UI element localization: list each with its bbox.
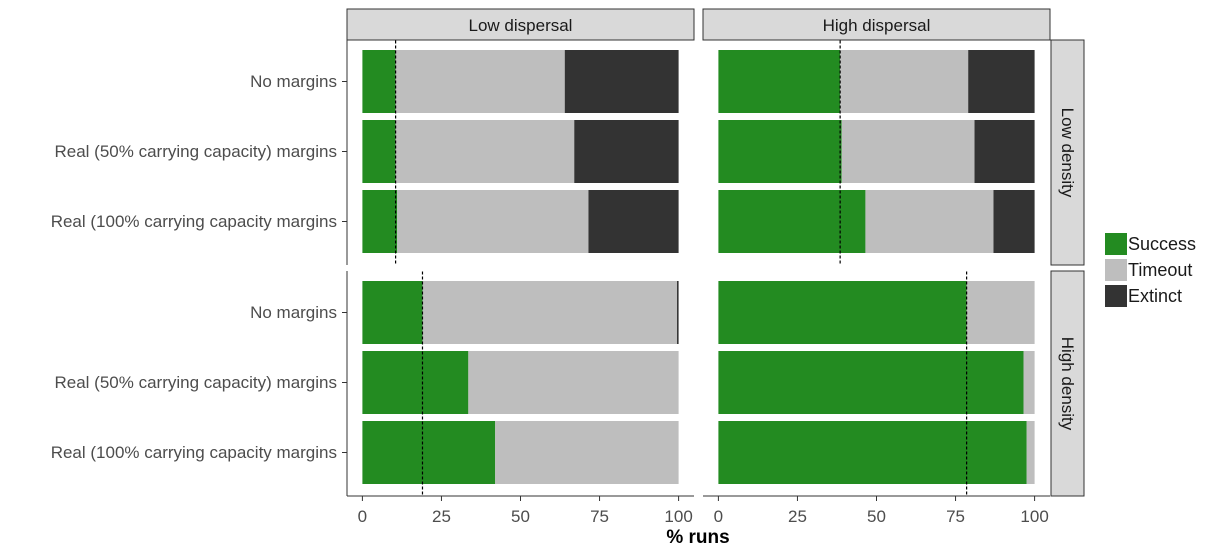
bar-timeout-no-margins — [840, 50, 969, 113]
x-tick-label: 0 — [714, 507, 723, 526]
bar-timeout-real-100-carrying-capacity-margins — [397, 190, 589, 253]
bar-success-real-50-carrying-capacity-margins — [362, 120, 396, 183]
panel-high-dispersal-high-density — [718, 271, 1035, 496]
bar-timeout-real-100-carrying-capacity-margins — [1026, 421, 1035, 484]
facet-panels — [362, 40, 1035, 496]
legend: Success Timeout Extinct — [1105, 233, 1196, 307]
strip-row-high-density: High density — [1058, 337, 1077, 431]
bar-timeout-real-50-carrying-capacity-margins — [395, 120, 575, 183]
strip-col-low-dispersal-bg — [346, 8, 695, 41]
bar-timeout-no-margins — [966, 281, 1035, 344]
x-tick-label: 25 — [788, 507, 807, 526]
bar-success-real-50-carrying-capacity-margins — [718, 351, 1024, 414]
legend-label-success: Success — [1128, 234, 1196, 254]
strip-row-high-density-bg — [1050, 270, 1085, 497]
bar-timeout-real-100-carrying-capacity-margins — [495, 421, 679, 484]
legend-key-timeout — [1105, 259, 1127, 281]
axes: No margins Real (50% carrying capacity) m… — [51, 40, 1050, 526]
bar-success-no-margins — [362, 281, 423, 344]
bar-success-real-100-carrying-capacity-margins — [362, 421, 496, 484]
strip-row-low-density-bg — [1050, 39, 1085, 266]
bar-success-real-100-carrying-capacity-margins — [362, 190, 398, 253]
strip-col-high-dispersal-bg — [702, 8, 1051, 41]
strip-col-low-dispersal: Low dispersal — [469, 16, 573, 35]
bar-success-no-margins — [718, 50, 841, 113]
facet-strips: Low dispersal High dispersal Low density… — [346, 8, 1085, 497]
y-tick-label: Real (50% carrying capacity) margins — [55, 373, 338, 392]
x-axis-title: % runs — [666, 527, 729, 548]
bar-extinct-no-margins — [564, 50, 679, 113]
bar-timeout-real-100-carrying-capacity-margins — [865, 190, 994, 253]
y-tick-label: No margins — [250, 72, 337, 91]
bar-timeout-no-margins — [422, 281, 678, 344]
bar-timeout-real-50-carrying-capacity-margins — [841, 120, 975, 183]
bar-extinct-real-50-carrying-capacity-margins — [574, 120, 679, 183]
x-tick-label: 50 — [511, 507, 530, 526]
x-tick-label: 25 — [432, 507, 451, 526]
bar-timeout-real-50-carrying-capacity-margins — [468, 351, 679, 414]
bar-success-real-50-carrying-capacity-margins — [718, 120, 842, 183]
bar-extinct-no-margins — [677, 281, 679, 344]
y-tick-label: Real (50% carrying capacity) margins — [55, 142, 338, 161]
bar-success-real-100-carrying-capacity-margins — [718, 421, 1027, 484]
panel-low-dispersal-high-density — [362, 271, 679, 496]
x-tick-label: 0 — [358, 507, 367, 526]
bar-timeout-real-50-carrying-capacity-margins — [1023, 351, 1035, 414]
y-tick-label: No margins — [250, 303, 337, 322]
panel-high-dispersal-low-density — [718, 40, 1035, 265]
bar-success-real-50-carrying-capacity-margins — [362, 351, 469, 414]
legend-label-timeout: Timeout — [1128, 260, 1192, 280]
y-tick-label: Real (100% carrying capacity margins — [51, 443, 337, 462]
bar-success-no-margins — [718, 281, 967, 344]
legend-key-success — [1105, 233, 1127, 255]
x-tick-label: 100 — [664, 507, 692, 526]
x-tick-label: 100 — [1020, 507, 1048, 526]
bar-extinct-real-100-carrying-capacity-margins — [993, 190, 1035, 253]
strip-row-low-density: Low density — [1058, 108, 1077, 198]
legend-label-extinct: Extinct — [1128, 286, 1182, 306]
bar-extinct-real-100-carrying-capacity-margins — [588, 190, 679, 253]
bar-timeout-no-margins — [395, 50, 565, 113]
strip-col-high-dispersal: High dispersal — [823, 16, 931, 35]
bar-success-real-100-carrying-capacity-margins — [718, 190, 866, 253]
y-tick-label: Real (100% carrying capacity margins — [51, 212, 337, 231]
panel-low-dispersal-low-density — [362, 40, 679, 265]
x-tick-label: 75 — [946, 507, 965, 526]
bar-extinct-no-margins — [968, 50, 1035, 113]
x-tick-label: 50 — [867, 507, 886, 526]
legend-key-extinct — [1105, 285, 1127, 307]
bar-success-no-margins — [362, 50, 396, 113]
bar-extinct-real-50-carrying-capacity-margins — [974, 120, 1035, 183]
x-tick-label: 75 — [590, 507, 609, 526]
